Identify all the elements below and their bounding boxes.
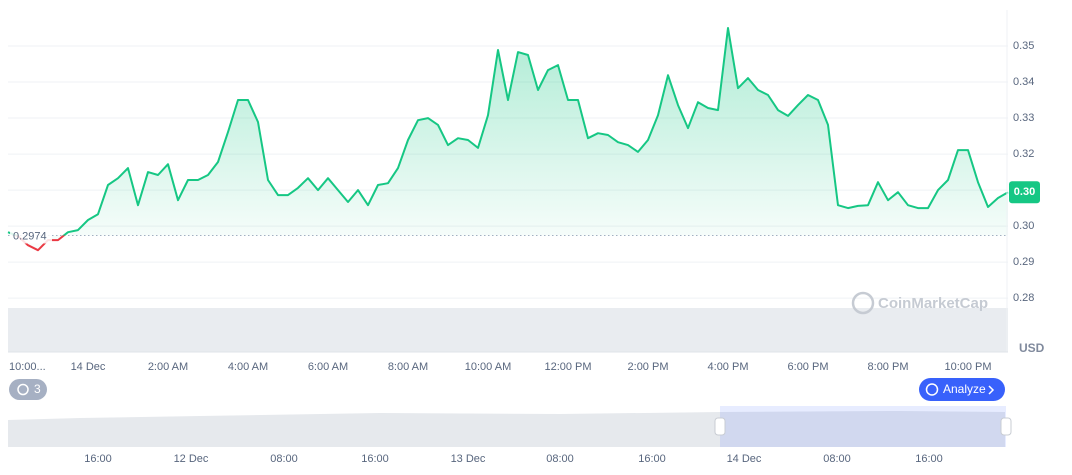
- price-line: [7, 27, 1009, 252]
- x-tick-label: 6:00 PM: [788, 361, 829, 373]
- watermark-logo: [851, 291, 875, 315]
- navigator-label: 14 Dec: [727, 453, 762, 465]
- analyze-button[interactable]: Analyze: [919, 378, 1005, 401]
- x-tick-label: 8:00 AM: [388, 361, 428, 373]
- volume-band: [8, 308, 1008, 352]
- y-tick-label: 0.30: [1013, 220, 1034, 232]
- navigator-label: 08:00: [823, 453, 851, 465]
- open-price-label: 0.2974: [13, 230, 47, 242]
- plot: [7, 27, 1009, 299]
- y-tick-label: 0.28: [1013, 292, 1034, 304]
- y-tick-label: 0.33: [1013, 112, 1034, 124]
- watermark-text: CoinMarketCap: [878, 295, 988, 312]
- navigator-label: 08:00: [546, 453, 574, 465]
- open-price-bg: [10, 227, 52, 244]
- y-tick-label: 0.35: [1013, 40, 1034, 52]
- x-tick-label: 4:00 AM: [228, 361, 268, 373]
- watermark: CoinMarketCap: [851, 291, 988, 315]
- clock-icon: [17, 383, 29, 396]
- current-price-badge: [1009, 181, 1040, 204]
- analyze-icon: [925, 383, 939, 396]
- current-price-label: 0.30: [1014, 186, 1035, 198]
- navigator-label: 08:00: [270, 453, 298, 465]
- alerts-count: 3: [34, 382, 41, 396]
- chevron: [988, 385, 995, 395]
- navigator-area: [8, 411, 1005, 447]
- x-tick-label: 2:00 PM: [628, 361, 669, 373]
- x-tick-label: 14 Dec: [71, 361, 106, 373]
- analyze-label: Analyze: [943, 382, 986, 396]
- navigator-handle[interactable]: [714, 417, 726, 436]
- navigator-label: 16:00: [84, 453, 112, 465]
- price-area: [8, 28, 1008, 251]
- navigator-label: 16:00: [361, 453, 389, 465]
- y-tick-label: 0.34: [1013, 76, 1034, 88]
- x-tick-label: 10:00 PM: [944, 361, 991, 373]
- navigator-label: 13 Dec: [451, 453, 486, 465]
- x-tick-label: 10:00...: [9, 361, 46, 373]
- x-tick-label: 4:00 PM: [708, 361, 749, 373]
- navigator-label: 16:00: [915, 453, 943, 465]
- x-tick-label: 10:00 AM: [465, 361, 511, 373]
- x-tick-label: 8:00 PM: [868, 361, 909, 373]
- x-tick-label: 2:00 AM: [148, 361, 188, 373]
- y-tick-label: 0.29: [1013, 256, 1034, 268]
- x-tick-label: 12:00 PM: [544, 361, 591, 373]
- x-tick-label: 6:00 AM: [308, 361, 348, 373]
- y-tick-label: 0.32: [1013, 148, 1034, 160]
- navigator-label: 12 Dec: [174, 453, 209, 465]
- navigator-selection[interactable]: [720, 406, 1006, 447]
- alerts-button[interactable]: 3: [9, 379, 47, 400]
- navigator-label: 16:00: [638, 453, 666, 465]
- navigator-handle[interactable]: [1000, 417, 1012, 436]
- navigator[interactable]: [8, 406, 1012, 447]
- analyze-pill[interactable]: [919, 378, 1005, 401]
- currency: USD: [1019, 341, 1045, 355]
